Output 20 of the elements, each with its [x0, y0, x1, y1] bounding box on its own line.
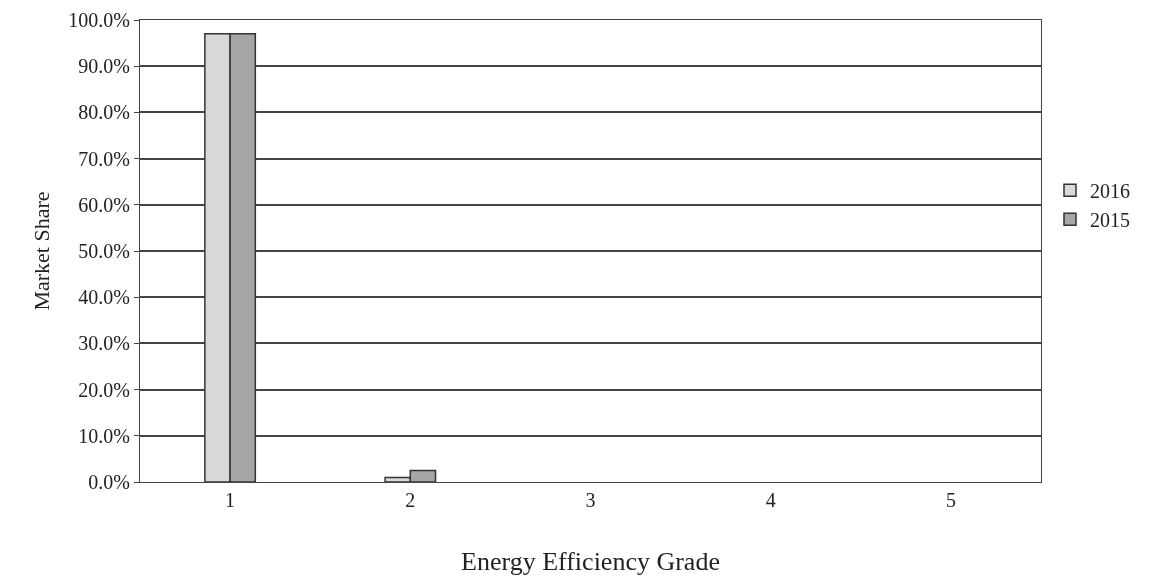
y-tick-label: 80.0% — [78, 101, 130, 124]
y-tick-label: 50.0% — [78, 240, 130, 262]
y-tick-label: 60.0% — [78, 193, 130, 216]
x-tick-label: 1 — [225, 489, 236, 511]
x-tick-label: 4 — [765, 489, 776, 511]
x-tick-label: 3 — [585, 489, 596, 511]
x-tick-label: 2 — [405, 489, 416, 511]
y-tick-label: 20.0% — [78, 378, 130, 401]
legend-label: 2015 — [1090, 209, 1131, 232]
y-tick-label: 10.0% — [78, 424, 130, 447]
y-tick-label: 40.0% — [78, 286, 130, 309]
legend-label: 2016 — [1090, 180, 1131, 203]
y-axis-title: Market Share — [29, 191, 55, 311]
y-tick-label: 90.0% — [78, 55, 130, 78]
y-tick-label: 100.0% — [68, 9, 130, 31]
x-tick-label: 5 — [945, 489, 956, 511]
y-tick-label: 70.0% — [78, 147, 130, 170]
x-axis-title: Energy Efficiency Grade — [461, 547, 720, 576]
y-tick-label: 0.0% — [88, 471, 130, 493]
y-tick-label: 30.0% — [78, 332, 130, 355]
